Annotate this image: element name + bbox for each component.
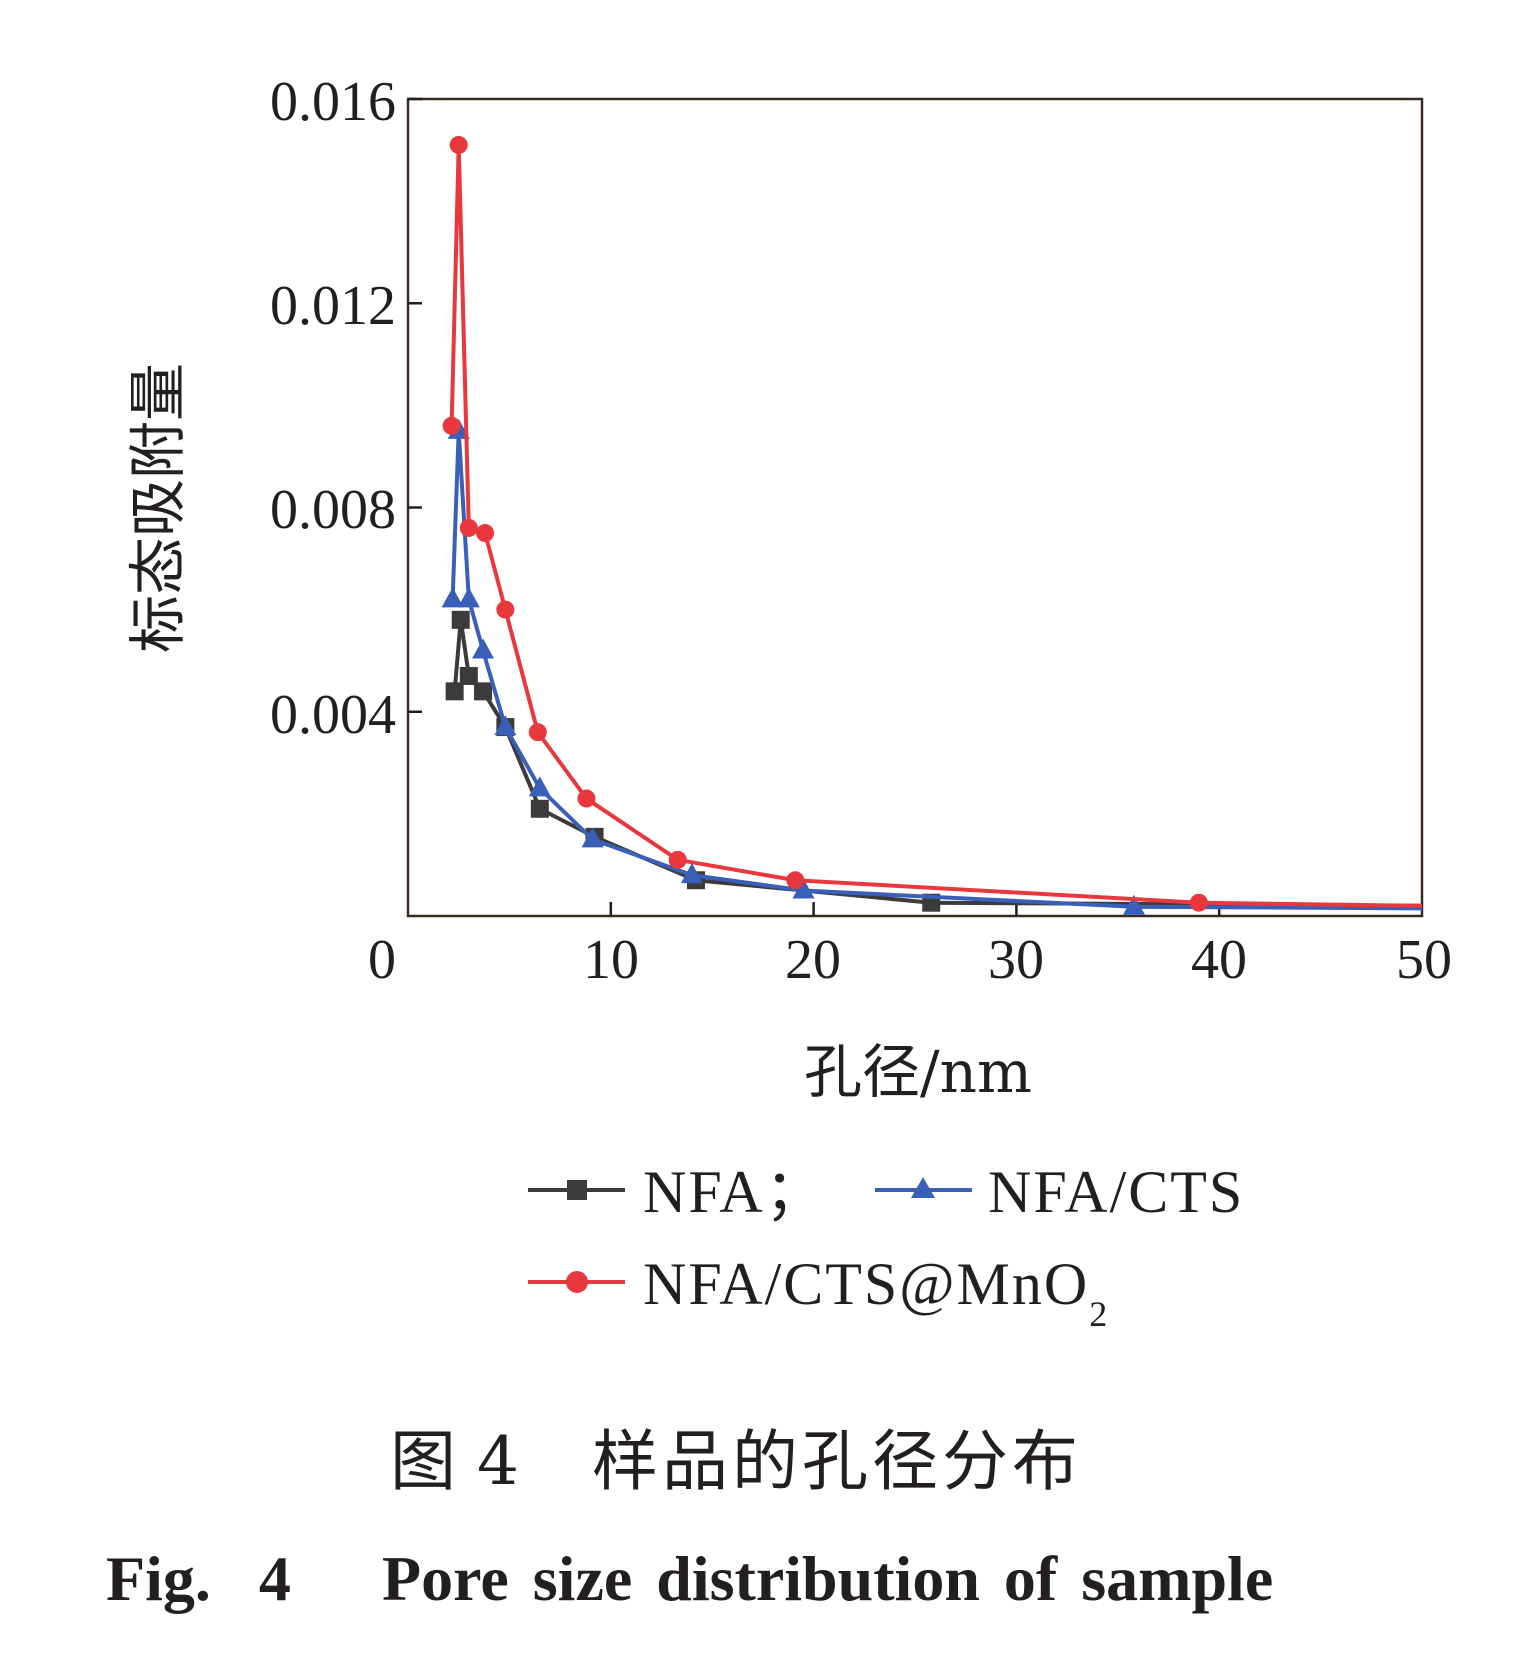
- x-axis-label: 孔径/nm: [804, 1038, 1032, 1106]
- data-point: [476, 524, 495, 543]
- data-point: [668, 850, 687, 869]
- circle-marker-icon: [566, 1271, 588, 1293]
- data-point: [528, 776, 551, 797]
- data-point: [459, 518, 478, 537]
- data-point: [496, 600, 515, 619]
- axis-ticks: [408, 97, 1221, 916]
- series-1: [441, 418, 1423, 915]
- data-point: [442, 416, 461, 435]
- x-tick-labels: 0 10 20 30 40 50: [368, 929, 1452, 991]
- caption-en-label: Fig. 4: [106, 1543, 291, 1614]
- series-line: [449, 142, 1423, 908]
- data-point: [445, 682, 464, 701]
- x-tick-label: 10: [583, 929, 639, 991]
- data-point: [472, 638, 495, 659]
- y-tick-label: 0.008: [270, 479, 396, 541]
- data-point: [680, 863, 703, 884]
- legend-label-main: NFA/CTS@MnO: [643, 1251, 1089, 1317]
- x-tick-label: 40: [1191, 929, 1247, 991]
- data-point: [1123, 894, 1146, 915]
- caption-en-text: Pore size distribution of sample: [382, 1543, 1273, 1614]
- data-point: [577, 789, 596, 808]
- y-tick-label: 0.004: [270, 684, 396, 746]
- data-point: [441, 587, 464, 608]
- series-0: [445, 610, 1423, 912]
- legend-item-nfa-cts-mno2: NFA/CTS@MnO2: [528, 1251, 1109, 1334]
- triangle-marker-icon: [911, 1177, 935, 1198]
- series-line: [452, 617, 1423, 908]
- square-marker-icon: [567, 1180, 587, 1200]
- legend-label: NFA/CTS@MnO2: [643, 1251, 1109, 1334]
- y-tick-label: 0.012: [270, 275, 396, 337]
- y-tick-labels: 0.016 0.012 0.008 0.004: [270, 71, 396, 746]
- data-point: [457, 587, 480, 608]
- data-point: [1189, 893, 1208, 912]
- data-point: [581, 827, 604, 848]
- legend: NFA； NFA/CTS NFA/CTS@MnO2: [528, 1159, 1244, 1334]
- x-tick-label: 0: [368, 929, 396, 991]
- data-point: [459, 667, 478, 686]
- legend-label-subscript: 2: [1089, 1294, 1109, 1334]
- legend-label: NFA；: [643, 1159, 827, 1225]
- data-point: [792, 878, 815, 899]
- series-2: [442, 135, 1423, 912]
- plot-frame: [406, 97, 1424, 918]
- legend-item-nfa-cts: NFA/CTS: [875, 1159, 1244, 1225]
- caption-cn-text: 样品的孔径分布: [592, 1423, 1082, 1500]
- y-axis-label: 标态吸附量: [124, 363, 192, 653]
- caption-cn-label: 图 4: [390, 1423, 519, 1500]
- x-tick-label: 50: [1396, 929, 1452, 991]
- data-point: [451, 610, 470, 629]
- x-tick-label: 20: [785, 929, 841, 991]
- data-point: [474, 682, 493, 701]
- legend-label: NFA/CTS: [988, 1159, 1244, 1225]
- data-point: [530, 799, 549, 818]
- data-point: [786, 871, 805, 890]
- x-tick-label: 30: [988, 929, 1044, 991]
- y-tick-label: 0.016: [270, 71, 396, 133]
- legend-item-nfa: NFA；: [528, 1159, 827, 1225]
- data-point: [494, 715, 517, 736]
- data-point: [528, 723, 547, 742]
- data-point: [449, 135, 468, 154]
- data-series: [441, 135, 1423, 915]
